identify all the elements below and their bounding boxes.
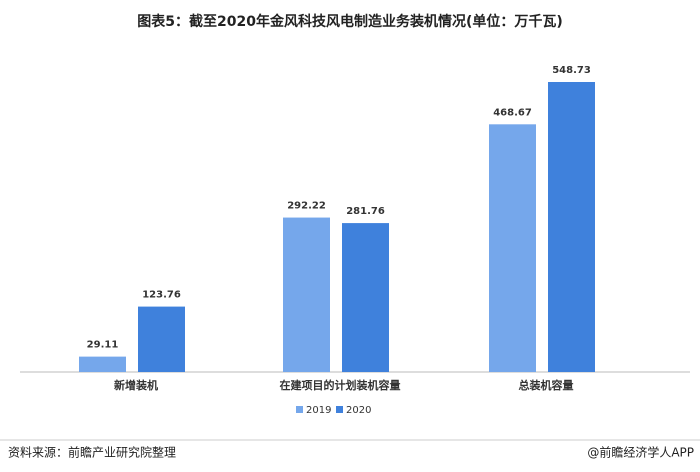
x-tick-label: 在建项目的计划装机容量 [280, 378, 401, 392]
brand: @前瞻经济学人APP [587, 445, 694, 460]
x-tick-label: 新增装机 [114, 378, 158, 392]
bar [548, 82, 595, 372]
x-tick-label: 总装机容量 [519, 378, 574, 392]
chart-title: 图表5：截至2020年金风科技风电制造业务装机情况(单位：万千瓦) [137, 13, 563, 30]
bar [138, 306, 185, 372]
bar [342, 223, 389, 372]
value-label: 548.73 [552, 65, 591, 76]
bar [79, 356, 126, 372]
value-label: 281.76 [346, 206, 385, 217]
legend-swatch [336, 406, 343, 413]
value-label: 29.11 [87, 340, 119, 351]
bar [283, 217, 330, 372]
value-label: 468.67 [493, 107, 532, 118]
legend-label: 2020 [346, 405, 371, 416]
legend-label: 2019 [306, 405, 331, 416]
bar [489, 124, 536, 372]
value-label: 292.22 [287, 201, 326, 212]
legend-swatch [296, 406, 303, 413]
value-label: 123.76 [142, 290, 181, 301]
source: 资料来源：前瞻产业研究院整理 [8, 445, 176, 460]
